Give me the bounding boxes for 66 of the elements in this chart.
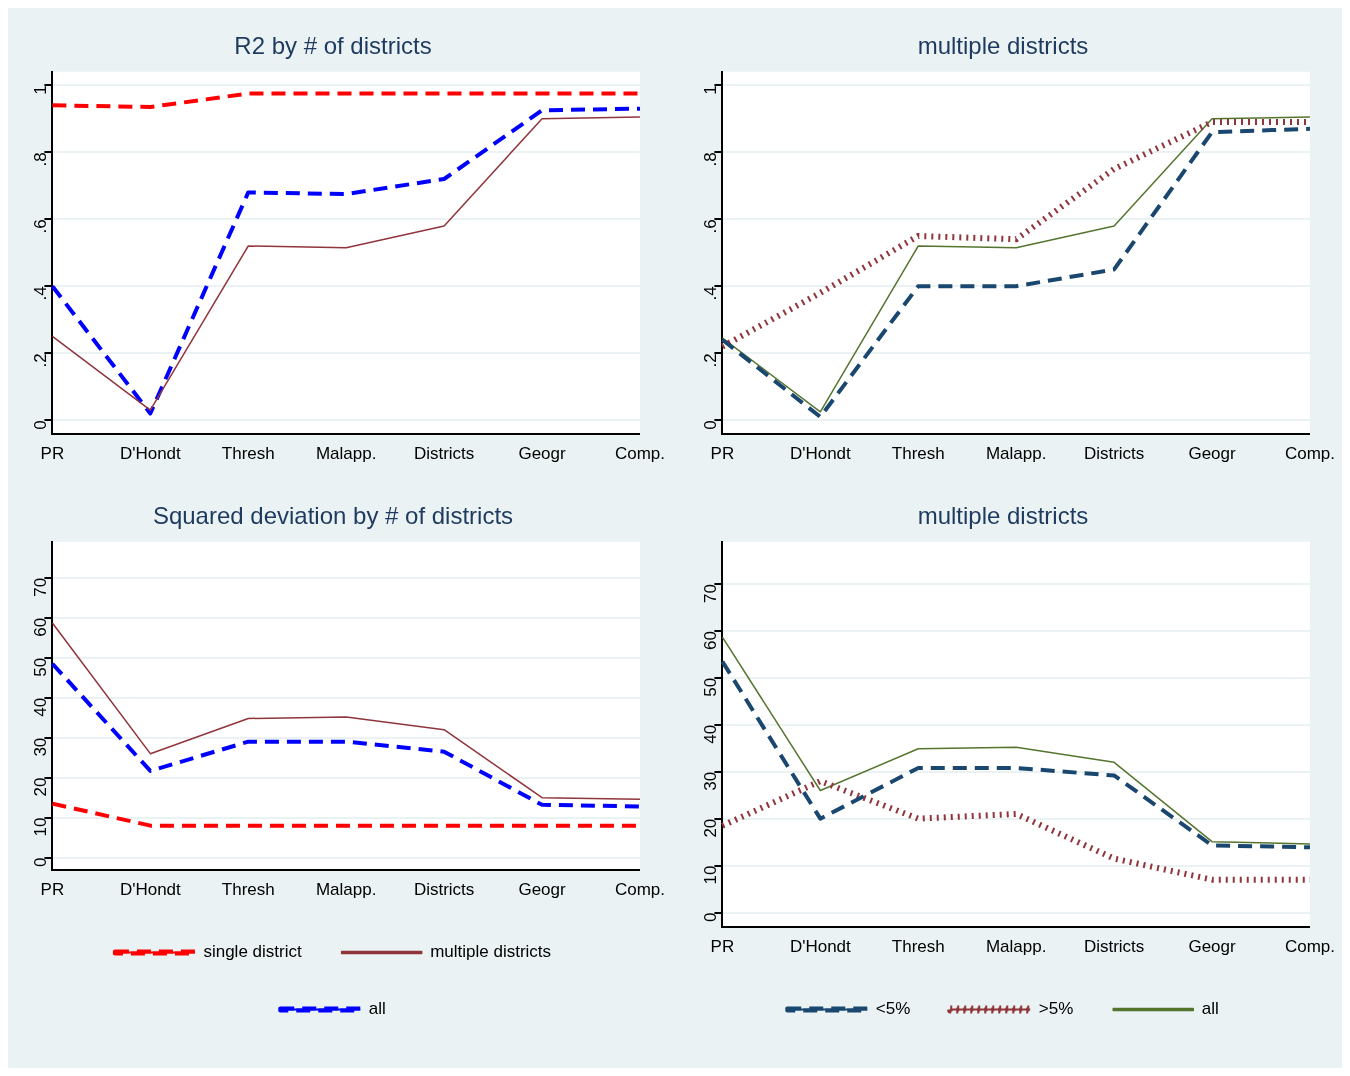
- x-tick-label: PR: [710, 937, 735, 957]
- y-tick-label: 20: [701, 818, 721, 838]
- legend-label: <5%: [875, 999, 911, 1019]
- y-tick-label: 70: [701, 584, 721, 603]
- x-tick-label: Districts: [1083, 444, 1145, 464]
- y-tick-label: 0: [701, 912, 721, 922]
- x-tick-label: Malapp.: [315, 880, 377, 900]
- y-tick-label: 10: [701, 865, 721, 885]
- y-tick-label: 1: [31, 85, 51, 95]
- y-tick-label: 30: [31, 737, 51, 757]
- y-tick-label: .4: [31, 286, 51, 301]
- y-tick-label: 0: [701, 420, 721, 430]
- x-tick-label: Comp.: [614, 880, 665, 900]
- y-tick-label: 1: [701, 85, 721, 95]
- x-tick-label: PR: [40, 444, 65, 464]
- x-tick-label: Geogr: [1188, 937, 1236, 957]
- x-tick-label: Thresh: [221, 444, 275, 464]
- x-tick-label: Thresh: [891, 444, 945, 464]
- y-tick-label: 0: [31, 857, 51, 868]
- legend-label: all: [368, 999, 386, 1019]
- x-tick-label: D'Hondt: [119, 444, 182, 464]
- y-tick-label: 50: [701, 677, 721, 697]
- chart-title: Squared deviation by # of districts: [152, 502, 514, 530]
- y-tick-label: 0: [31, 420, 51, 430]
- legend-label: multiple districts: [430, 942, 552, 962]
- chart-title: R2 by # of districts: [234, 32, 432, 60]
- x-tick-label: Thresh: [891, 937, 945, 957]
- x-tick-label: Comp.: [614, 444, 665, 464]
- y-tick-label: 30: [701, 771, 721, 791]
- x-tick-label: Geogr: [518, 880, 566, 900]
- y-tick-label: 50: [31, 657, 51, 677]
- y-tick-label: 20: [31, 777, 51, 797]
- y-tick-label: 70: [31, 577, 51, 597]
- y-tick-label: .8: [31, 152, 51, 167]
- y-tick-label: .8: [701, 152, 721, 167]
- chart-title: multiple districts: [917, 502, 1089, 530]
- x-tick-label: D'Hondt: [789, 444, 852, 464]
- y-tick-label: .2: [701, 353, 721, 368]
- legend-label: all: [1201, 999, 1219, 1019]
- legend-label: >5%: [1038, 999, 1074, 1019]
- x-tick-label: Districts: [413, 880, 475, 900]
- x-tick-label: Malapp.: [985, 444, 1047, 464]
- x-tick-label: Malapp.: [985, 937, 1047, 957]
- x-tick-label: Comp.: [1284, 444, 1335, 464]
- x-tick-label: Districts: [1083, 937, 1145, 957]
- x-tick-label: Comp.: [1284, 937, 1335, 957]
- legend-label: single district: [203, 942, 302, 962]
- x-tick-label: D'Hondt: [789, 937, 852, 957]
- y-tick-label: .2: [31, 353, 51, 368]
- x-tick-label: Thresh: [221, 880, 275, 900]
- x-tick-label: PR: [40, 880, 65, 900]
- x-tick-label: Geogr: [518, 444, 566, 464]
- y-tick-label: 40: [31, 697, 51, 717]
- x-tick-label: Geogr: [1188, 444, 1236, 464]
- y-tick-label: 40: [701, 724, 721, 744]
- y-tick-label: .4: [701, 286, 721, 301]
- y-tick-label: .6: [31, 219, 51, 234]
- y-tick-label: 10: [31, 817, 51, 837]
- chart-title: multiple districts: [917, 32, 1089, 60]
- x-tick-label: Districts: [413, 444, 475, 464]
- y-tick-label: .6: [701, 219, 721, 234]
- x-tick-label: Malapp.: [315, 444, 377, 464]
- x-tick-label: PR: [710, 444, 735, 464]
- y-tick-label: 60: [31, 617, 51, 637]
- y-tick-label: 60: [701, 630, 721, 650]
- x-tick-label: D'Hondt: [119, 880, 182, 900]
